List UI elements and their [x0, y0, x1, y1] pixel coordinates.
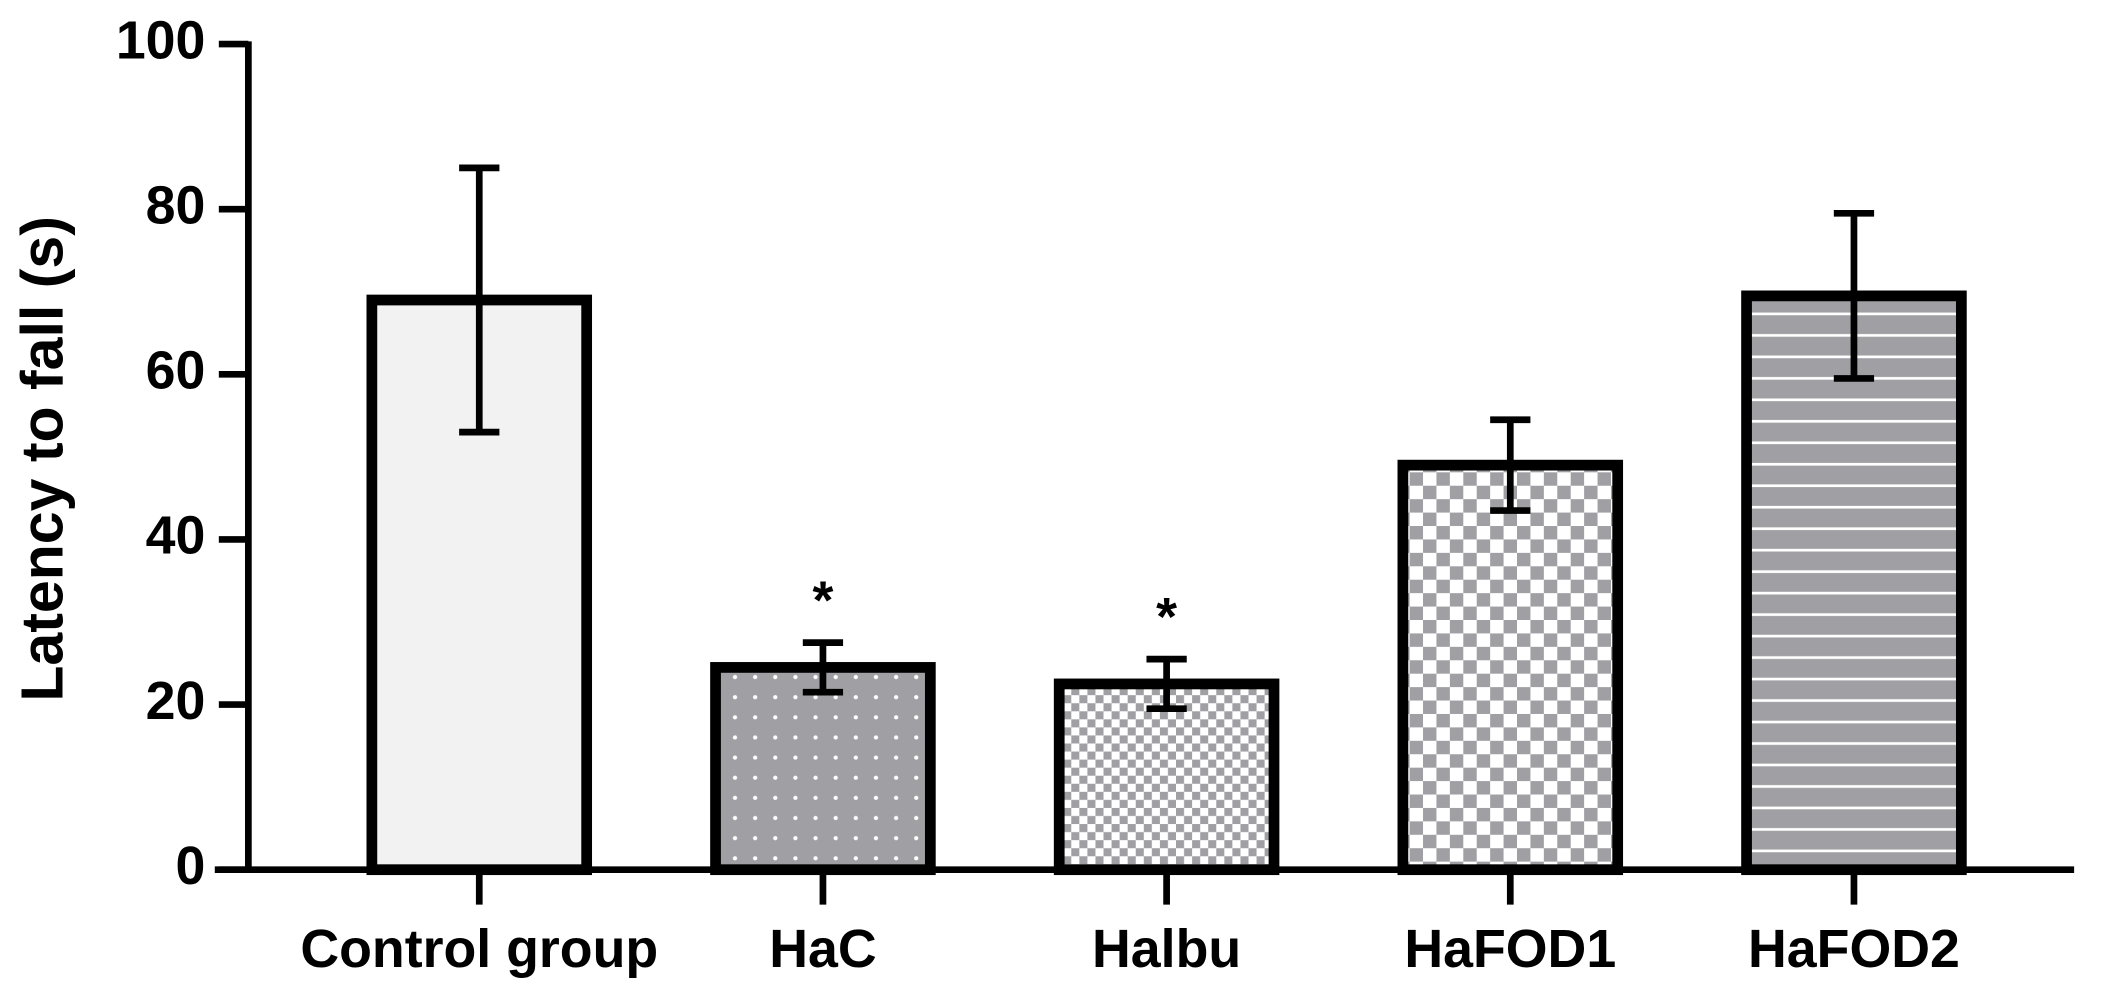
y-tick-label: 100: [116, 10, 206, 70]
x-tick-label: HaC: [769, 919, 876, 979]
y-tick-label: 20: [146, 671, 206, 731]
y-axis-label: Latency to fall (s): [10, 216, 76, 702]
bar: [710, 662, 936, 876]
bar: [1397, 459, 1624, 876]
y-tick-label: 0: [176, 836, 206, 896]
bar: [1053, 678, 1280, 876]
x-tick-label: Control group: [300, 919, 658, 979]
x-tick-label: HaFOD2: [1748, 919, 1960, 979]
x-tick-label: Halbu: [1092, 919, 1241, 979]
x-tick-label: HaFOD1: [1404, 919, 1616, 979]
y-tick-label: 80: [146, 175, 206, 235]
bar: [1741, 290, 1967, 876]
significance-mark: *: [812, 570, 833, 630]
significance-mark: *: [1156, 587, 1177, 647]
y-tick-label: 60: [146, 341, 206, 401]
y-tick-label: 40: [146, 506, 206, 566]
